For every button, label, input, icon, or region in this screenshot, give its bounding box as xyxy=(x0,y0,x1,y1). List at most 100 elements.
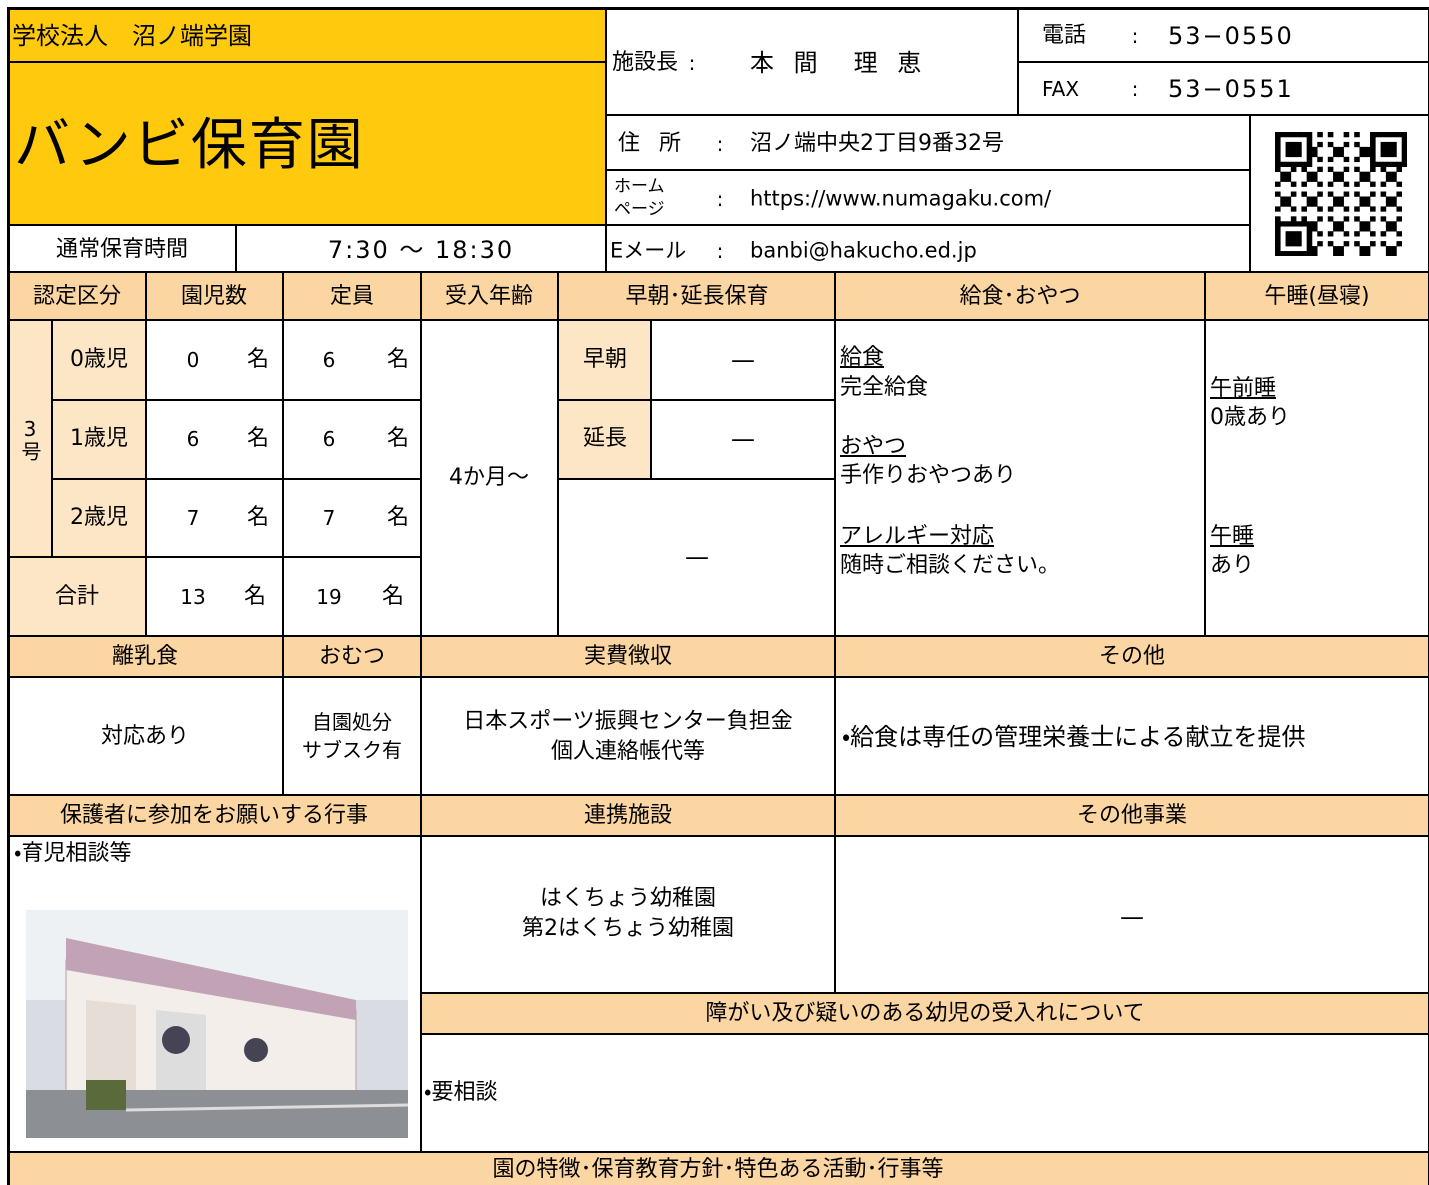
qr-module xyxy=(1285,141,1292,148)
name-cell xyxy=(8,62,606,225)
qr-module xyxy=(1306,132,1313,138)
unit: 名 xyxy=(246,505,270,530)
qr-module xyxy=(1296,151,1302,158)
events: ・育児相談等 xyxy=(14,841,132,866)
qr-module xyxy=(1311,171,1318,177)
qr-module xyxy=(1343,191,1350,197)
qr-module xyxy=(1380,206,1387,212)
qr-module xyxy=(1290,141,1297,148)
qr-module xyxy=(1385,171,1392,177)
qr-module xyxy=(1391,221,1397,227)
qr-module xyxy=(1285,161,1292,168)
qr-module xyxy=(1370,191,1376,197)
qr-module xyxy=(1338,221,1344,227)
qr-module xyxy=(1401,132,1407,138)
qr-module xyxy=(1306,226,1313,232)
qr-module xyxy=(1275,226,1281,232)
qr-module xyxy=(1317,231,1323,237)
nap-text: 0歳あり xyxy=(1210,405,1290,430)
hours-label: 通常保育時間 xyxy=(55,237,189,262)
qr-module xyxy=(1380,141,1387,148)
qr-module xyxy=(1275,221,1281,227)
qr-module xyxy=(1391,226,1397,232)
qr-module xyxy=(1380,146,1387,153)
qr-module xyxy=(1306,231,1313,237)
qr-module xyxy=(1343,206,1350,212)
section-header: おむつ xyxy=(318,644,386,669)
separator: : xyxy=(716,132,724,156)
qr-module xyxy=(1385,151,1392,158)
header-cell xyxy=(835,795,1429,836)
qr-module xyxy=(1333,176,1339,182)
qr-module xyxy=(1354,216,1360,222)
qr-module xyxy=(1391,196,1397,202)
qr-module xyxy=(1311,146,1318,153)
disability: ・要相談 xyxy=(424,1080,498,1105)
qr-module xyxy=(1354,206,1360,212)
qr-module xyxy=(1275,241,1281,247)
qr-module xyxy=(1275,166,1281,172)
qr-module xyxy=(1306,241,1313,247)
hours-cell xyxy=(236,225,606,272)
qr-module xyxy=(1359,221,1366,227)
baby-food: 対応あり xyxy=(100,724,190,749)
separator: : xyxy=(1131,77,1139,101)
category: 3号 xyxy=(18,417,42,461)
qr-module xyxy=(1370,206,1376,212)
qr-module xyxy=(1391,201,1397,207)
qr-module xyxy=(1275,141,1281,148)
qr-module xyxy=(1359,171,1366,177)
qr-module xyxy=(1385,161,1392,168)
qr-module xyxy=(1280,201,1286,207)
qr-module xyxy=(1391,146,1397,153)
qr-module xyxy=(1370,141,1376,148)
separator: : xyxy=(688,51,696,75)
qr-module xyxy=(1275,156,1281,163)
partner: 第2はくちょう幼稚園 xyxy=(522,916,734,941)
table-header: 定員 xyxy=(329,284,375,309)
total-label-cell xyxy=(8,557,146,636)
qr-module xyxy=(1275,181,1281,187)
qr-module xyxy=(1375,132,1381,138)
qr-module xyxy=(1317,216,1323,222)
qr-module xyxy=(1311,246,1318,252)
qr-module xyxy=(1380,241,1387,247)
age-cell xyxy=(52,320,146,400)
qr-module xyxy=(1285,132,1292,138)
separator: : xyxy=(1131,24,1139,48)
qr-module xyxy=(1385,221,1392,227)
address-label: 住 所 xyxy=(618,131,687,156)
qr-module xyxy=(1370,166,1376,172)
qr-module xyxy=(1338,146,1344,153)
table-header: 給食･おやつ xyxy=(959,284,1081,309)
qr-module xyxy=(1359,226,1366,232)
qr-module xyxy=(1370,216,1376,222)
early-label: 早朝 xyxy=(582,347,628,372)
header-cell xyxy=(283,272,421,320)
other-business-cell xyxy=(835,836,1429,993)
qr-module xyxy=(1391,246,1397,252)
body-cell xyxy=(835,677,1429,795)
meal-text: 随時ご相談ください。 xyxy=(840,553,1061,578)
header-cell xyxy=(835,636,1429,677)
qr-module xyxy=(1380,151,1387,158)
qr-module xyxy=(1343,241,1350,247)
late: — xyxy=(731,425,755,453)
qr-module xyxy=(1296,221,1302,227)
phone: 53−0550 xyxy=(1168,22,1294,50)
qr-module xyxy=(1338,151,1344,158)
qr-module xyxy=(1364,196,1371,202)
qr-module xyxy=(1275,236,1281,242)
qr-module xyxy=(1285,146,1292,153)
footer-header: 園の特徴･保育教育方針･特色ある活動･行事等 xyxy=(492,1157,944,1182)
qr-module xyxy=(1338,196,1344,202)
qr-module xyxy=(1333,226,1339,232)
facility-name: バンビ保育園 xyxy=(14,113,365,178)
admission-cell xyxy=(421,320,558,636)
qr-module xyxy=(1280,161,1286,168)
qr-module xyxy=(1343,181,1350,187)
qr-module xyxy=(1354,132,1360,138)
qr-module xyxy=(1285,241,1292,247)
qr-module xyxy=(1391,132,1397,138)
qr-module xyxy=(1391,176,1397,182)
